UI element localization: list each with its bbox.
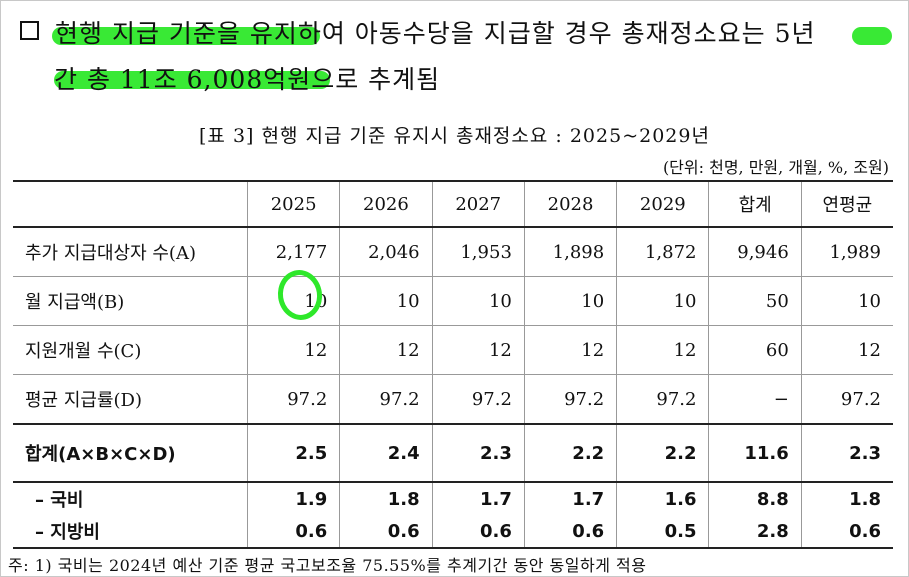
table-cell: 12 [246, 325, 341, 375]
total-cell: 2.2 [523, 423, 618, 483]
checkbox-bullet-icon [20, 21, 39, 40]
table-cell: 1,872 [616, 226, 710, 277]
table-cell: 97.2 [339, 374, 433, 425]
table-cell: 2,177 [246, 226, 341, 277]
header-cell: 2026 [339, 180, 433, 228]
total-cell: 2.5 [246, 423, 341, 483]
total-cell: 2.3 [431, 423, 525, 483]
sub-cell: 8.8 [708, 481, 802, 515]
table-cell: 2,046 [339, 226, 433, 277]
row-label: 월 지급액(B) [13, 276, 248, 326]
sub-cell: 0.6 [246, 515, 341, 549]
table-cell: 12 [339, 325, 433, 375]
summary-line-1: 현행 지급 기준을 유지하여 아동수당을 지급할 경우 총재정소요는 5년 [20, 14, 815, 50]
table-cell: 12 [616, 325, 710, 375]
table-cell: 1,953 [431, 226, 525, 277]
sub-cell: 1.8 [339, 481, 433, 515]
summary-line-2: 간 총 11조 6,008억원으로 추계됨 [54, 65, 441, 94]
header-cell: 2028 [523, 180, 618, 228]
table-row: 추가 지급대상자 수(A) 2,177 2,046 1,953 1,898 1,… [13, 226, 893, 277]
total-cell: 2.2 [616, 423, 710, 483]
total-cell: 2.3 [800, 423, 893, 483]
highlight-mark-1 [52, 27, 320, 45]
table-cell: 10 [616, 276, 710, 326]
header-cell: 2029 [616, 180, 710, 228]
sub-row-local: – 지방비 0.6 0.6 0.6 0.6 0.5 2.8 0.6 [13, 515, 893, 549]
row-label: 지원개월 수(C) [13, 325, 248, 375]
sub-cell: 1.7 [431, 481, 525, 515]
table-cell: 12 [431, 325, 525, 375]
sub-label: – 국비 [13, 481, 248, 515]
table-cell: 97.2 [523, 374, 618, 425]
header-cell: 2027 [431, 180, 525, 228]
table-row: 월 지급액(B) 10 10 10 10 10 50 10 [13, 276, 893, 326]
header-row: 2025 2026 2027 2028 2029 합계 연평균 [13, 180, 893, 228]
header-cell: 합계 [708, 180, 802, 228]
row-label: 추가 지급대상자 수(A) [13, 226, 248, 277]
highlight-mark-3 [54, 71, 330, 89]
sub-cell: 0.6 [800, 515, 893, 549]
sub-cell: 1.8 [800, 481, 893, 515]
header-cell: 연평균 [800, 180, 893, 228]
table-cell: 60 [708, 325, 802, 375]
table-row: 지원개월 수(C) 12 12 12 12 12 60 12 [13, 325, 893, 375]
total-cell: 2.4 [339, 423, 433, 483]
table-cell: 10 [431, 276, 525, 326]
table-cell: 97.2 [800, 374, 893, 425]
table-cell: 50 [708, 276, 802, 326]
row-label: 평균 지급률(D) [13, 374, 248, 425]
sub-cell: 0.5 [616, 515, 710, 549]
table-cell: 12 [800, 325, 893, 375]
table-row: 평균 지급률(D) 97.2 97.2 97.2 97.2 97.2 − 97.… [13, 374, 893, 425]
table-cell: 12 [523, 325, 618, 375]
sub-cell: 2.8 [708, 515, 802, 549]
table-caption: [표 3] 현행 지급 기준 유지시 총재정소요 : 2025~2029년 [199, 125, 710, 147]
table-cell: 97.2 [616, 374, 710, 425]
sub-label: – 지방비 [13, 515, 248, 549]
sub-cell: 0.6 [431, 515, 525, 549]
table-cell: 10 [523, 276, 618, 326]
table-cell: 9,946 [708, 226, 802, 277]
total-label: 합계(A×B×C×D) [13, 423, 248, 483]
total-row: 합계(A×B×C×D) 2.5 2.4 2.3 2.2 2.2 11.6 2.3 [13, 423, 893, 483]
summary-text-1: 현행 지급 기준을 유지하여 아동수당을 지급할 경우 총재정소요는 5년 [55, 19, 816, 48]
footnote: 주: 1) 국비는 2024년 예산 기준 평균 국고보조율 75.55%를 추… [8, 556, 647, 575]
unit-note: (단위: 천명, 만원, 개월, %, 조원) [662, 158, 889, 177]
table-cell: − [708, 374, 802, 425]
table-cell: 10 [800, 276, 893, 326]
highlight-mark-2 [852, 27, 892, 45]
header-cell: 2025 [246, 180, 341, 228]
sub-cell: 1.6 [616, 481, 710, 515]
total-cell: 11.6 [708, 423, 802, 483]
sub-cell: 0.6 [339, 515, 433, 549]
table-cell: 10 [339, 276, 433, 326]
table-cell: 1,898 [523, 226, 618, 277]
table-cell: 1,989 [800, 226, 893, 277]
table-cell: 97.2 [431, 374, 525, 425]
sub-cell: 1.7 [523, 481, 618, 515]
budget-table: 2025 2026 2027 2028 2029 합계 연평균 추가 지급대상자… [13, 180, 893, 549]
header-cell [13, 180, 248, 228]
sub-cell: 0.6 [523, 515, 618, 549]
sub-cell: 1.9 [246, 481, 341, 515]
table-cell: 97.2 [246, 374, 341, 425]
sub-row-national: – 국비 1.9 1.8 1.7 1.7 1.6 8.8 1.8 [13, 481, 893, 515]
